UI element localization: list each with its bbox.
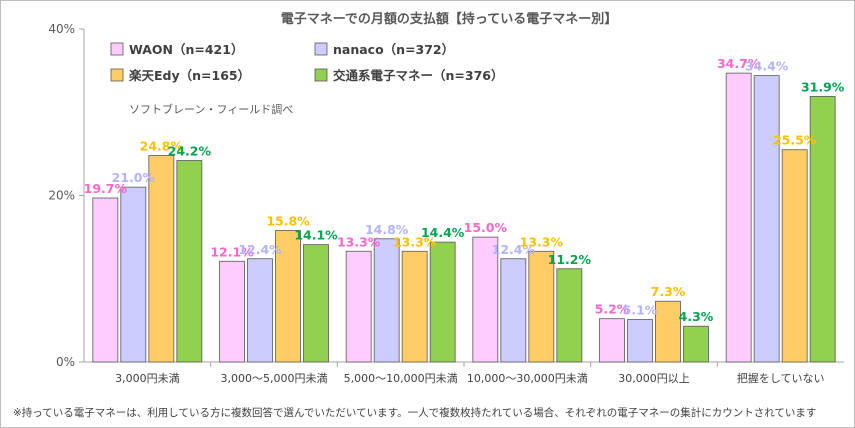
data-label: 5.2% — [595, 302, 630, 317]
category-label: 10,000～30,000円未満 — [467, 372, 588, 385]
legend-swatch — [110, 68, 124, 82]
bar — [627, 319, 653, 363]
legend: WAON（n=421） nanaco（n=372） 楽天Edy（n=165） 交通系電… — [110, 42, 503, 83]
data-label: 14.4% — [421, 225, 465, 240]
data-label: 24.2% — [168, 144, 212, 159]
data-label: 14.1% — [294, 228, 338, 243]
data-label: 15.0% — [464, 220, 508, 235]
bar — [148, 155, 175, 363]
data-label: 12.4% — [492, 242, 536, 257]
y-tick-label: 0% — [56, 355, 75, 369]
category-label: 5,000～10,000円未満 — [344, 372, 458, 385]
legend-label: nanaco（n=372） — [333, 42, 454, 57]
legend-label: 楽天Edy（n=165） — [128, 68, 250, 83]
chart-title: 電子マネーでの月額の支払額【持っている電子マネー別】 — [281, 11, 618, 27]
bar — [528, 250, 555, 363]
data-label: 14.8% — [365, 222, 409, 237]
data-label: 13.3% — [520, 234, 564, 249]
category-labels: 3,000円未満 3,000～5,000円未満 5,000～10,000円未満 10,… — [115, 371, 824, 385]
data-labels: 19.7%21.0%24.8%24.2%12.1%12.4%15.8%14.1%… — [84, 56, 845, 324]
category-label: 30,000円以上 — [618, 372, 690, 385]
bar — [599, 318, 625, 363]
bar — [345, 250, 372, 363]
y-tick-label: 20% — [48, 189, 75, 203]
bar — [683, 325, 709, 363]
bar — [92, 197, 119, 363]
data-label: 15.8% — [266, 213, 310, 228]
bar — [303, 244, 329, 363]
data-label: 25.5% — [773, 133, 817, 148]
bar — [472, 236, 499, 363]
legend-swatch — [314, 68, 328, 82]
bar — [275, 230, 301, 363]
bar — [120, 186, 147, 363]
y-tick-label: 40% — [48, 22, 75, 36]
data-label: 34.4% — [745, 59, 789, 74]
legend-label: 交通系電子マネー（n=376） — [333, 68, 503, 83]
bar — [781, 149, 808, 363]
bar — [556, 268, 583, 363]
bar — [219, 260, 245, 363]
bar — [725, 72, 752, 363]
data-label: 24.8% — [140, 139, 184, 154]
data-label: 4.3% — [679, 309, 714, 324]
legend-swatch — [314, 42, 328, 56]
bar — [247, 258, 273, 363]
data-label: 5.1% — [623, 303, 658, 318]
legend-label: WAON（n=421） — [129, 42, 243, 57]
legend-swatch — [110, 42, 124, 56]
data-label: 21.0% — [112, 170, 156, 185]
category-label: 把握をしていない — [737, 371, 825, 385]
data-label: 12.4% — [238, 242, 282, 257]
bar — [809, 96, 836, 363]
data-label: 19.7% — [84, 181, 128, 196]
bar — [753, 75, 780, 363]
bar — [500, 258, 527, 363]
data-label: 7.3% — [651, 284, 686, 299]
data-label: 34.7% — [717, 56, 761, 71]
source-note: ソフトブレーン・フィールド調べ — [129, 102, 293, 116]
bar — [429, 241, 456, 363]
bars — [92, 72, 836, 363]
data-label: 12.1% — [210, 244, 254, 259]
footnote: ※持っている電子マネーは、利用している方に複数回答で選んでいただいています。一人… — [13, 406, 816, 419]
data-label: 11.2% — [548, 252, 592, 267]
category-label: 3,000～5,000円未満 — [221, 372, 328, 385]
data-label: 13.3% — [337, 234, 381, 249]
bar — [655, 300, 681, 363]
category-label: 3,000円未満 — [115, 372, 180, 385]
bar — [373, 238, 400, 363]
data-label: 31.9% — [801, 79, 845, 94]
axes: 0% 20% 40% — [48, 22, 844, 369]
data-label: 13.3% — [393, 234, 437, 249]
bar — [401, 250, 428, 363]
bar — [176, 160, 203, 363]
